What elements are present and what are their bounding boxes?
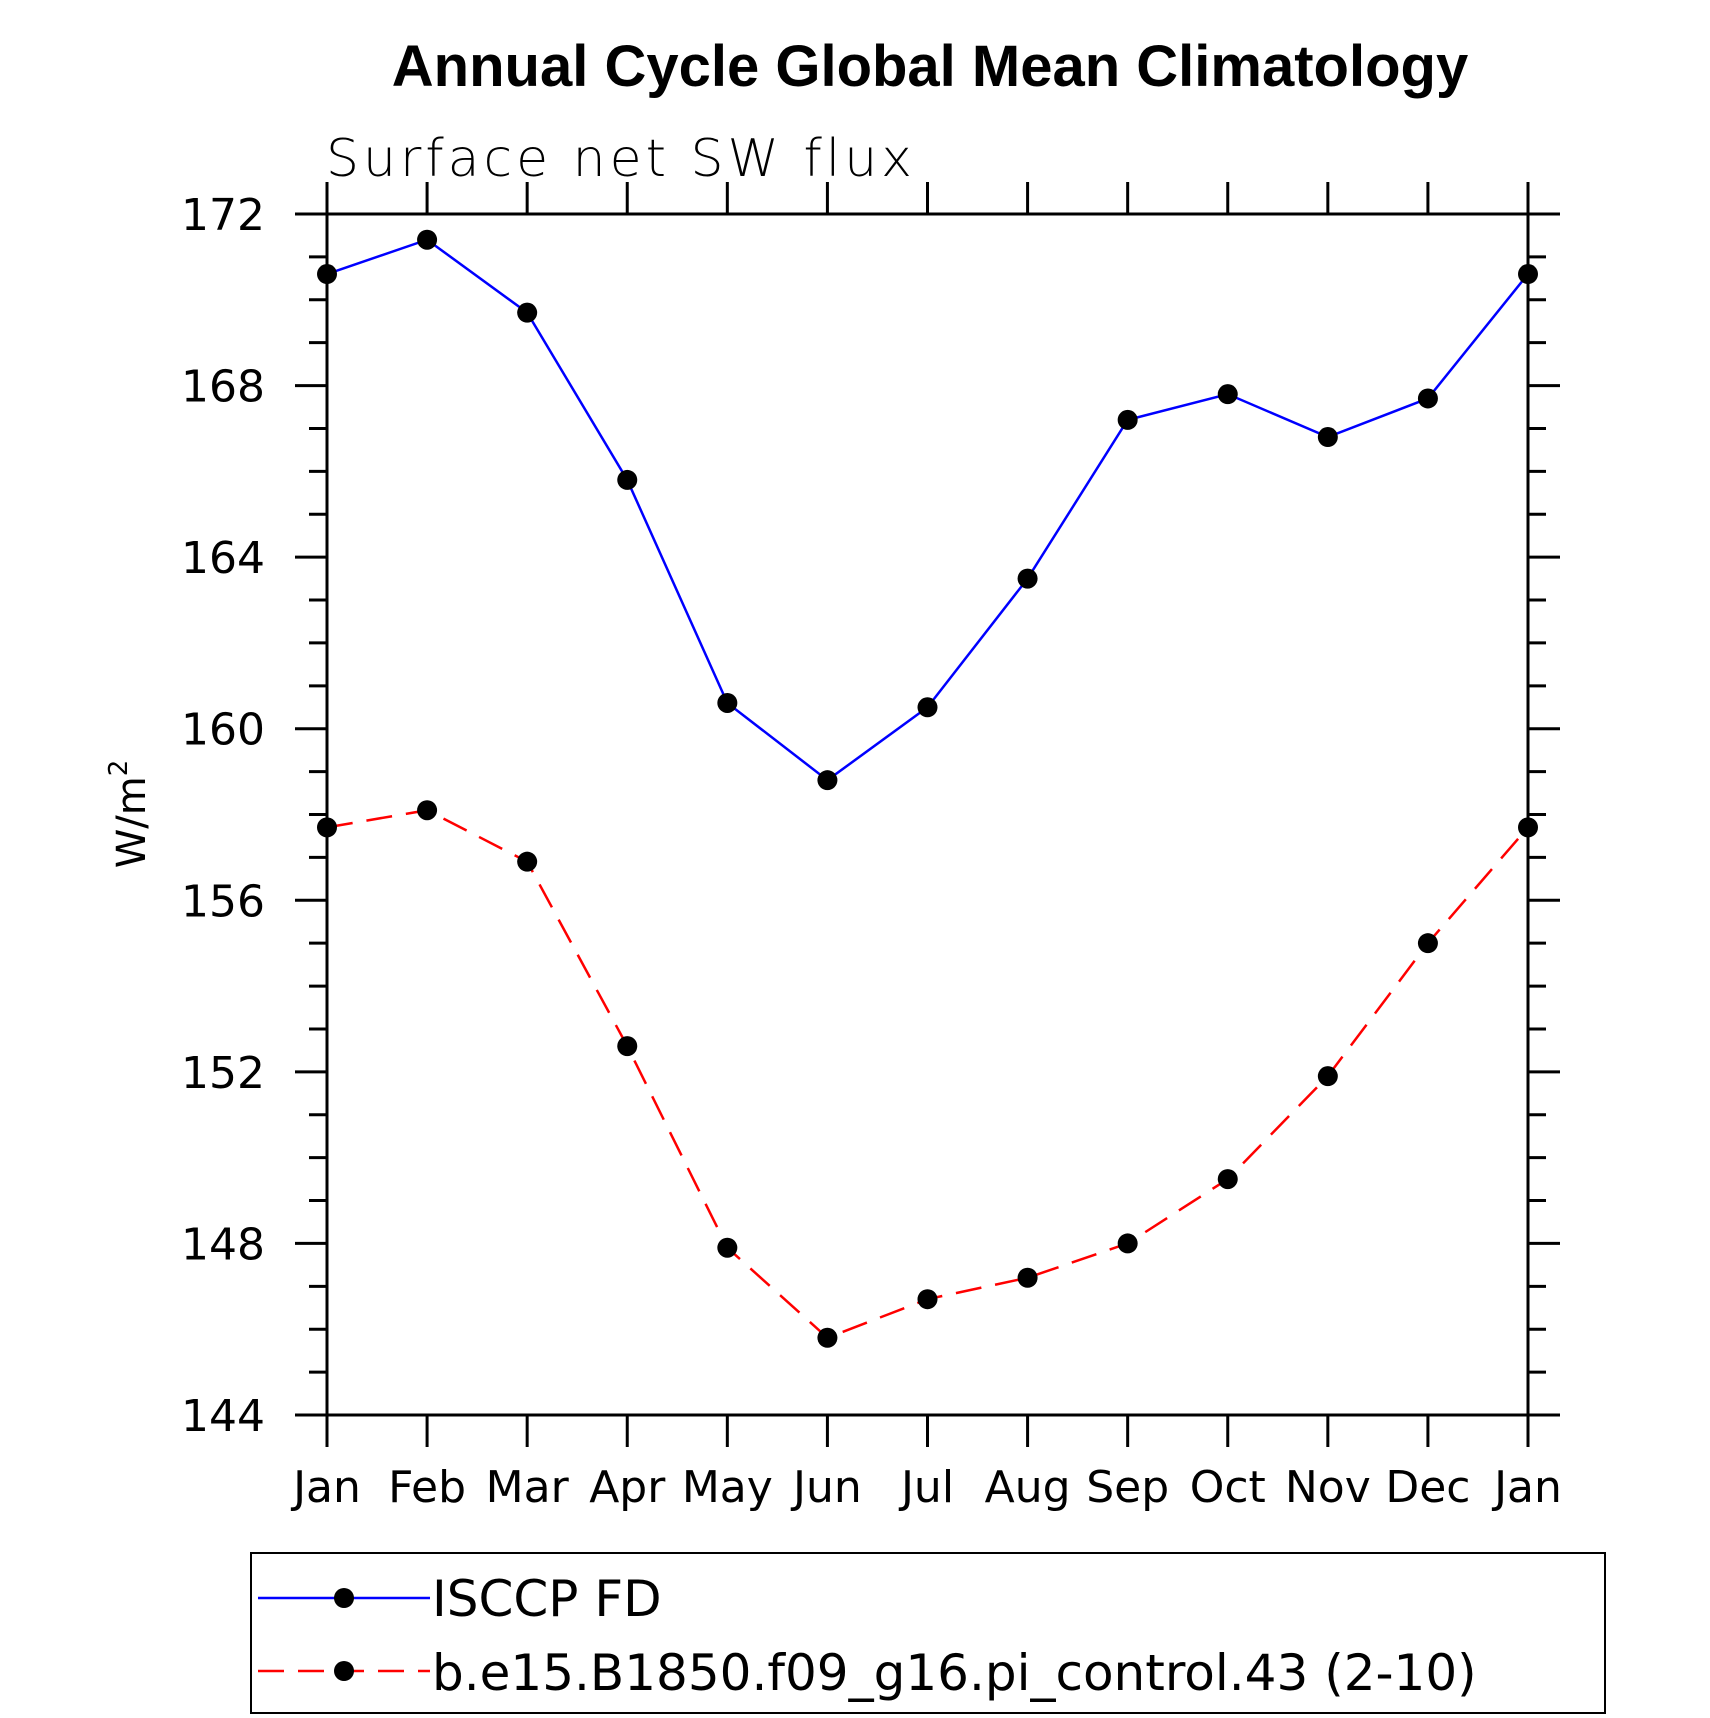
series-1-point (717, 692, 738, 713)
chart-title: Annual Cycle Global Mean Climatology (392, 34, 1468, 99)
series-1-point (1217, 384, 1238, 405)
x-tick-label: Mar (486, 1462, 570, 1513)
x-tick-label: Jan (1491, 1462, 1562, 1513)
y-axis-label-superscript: 2 (104, 760, 134, 777)
series-2-point (417, 800, 438, 821)
x-tick-label: Jun (790, 1462, 862, 1513)
y-tick-label: 152 (181, 1048, 265, 1099)
series-2-point (1117, 1233, 1138, 1254)
x-tick-label: May (682, 1462, 773, 1513)
series-1-point (1518, 264, 1538, 285)
y-tick-label: 164 (181, 533, 265, 584)
x-tick-label: Sep (1086, 1462, 1169, 1513)
x-tick-label: Oct (1190, 1462, 1266, 1513)
series-2-point (717, 1237, 738, 1258)
y-tick-label: 148 (181, 1219, 265, 1270)
series-1-point (1317, 427, 1338, 448)
x-tick-label: Nov (1285, 1462, 1371, 1513)
y-axis-label: W/m2 (104, 760, 155, 869)
legend-marker-series-2 (334, 1661, 354, 1681)
y-axis-label-main: W/m (109, 776, 155, 868)
series-2-point (517, 851, 538, 872)
series-1-point (517, 302, 538, 323)
series-1-point (1117, 409, 1138, 430)
series-2-point (1217, 1169, 1238, 1190)
x-tick-label: Dec (1385, 1462, 1470, 1513)
x-tick-label: Apr (589, 1462, 666, 1513)
series-2-point (917, 1289, 938, 1310)
series-1-point (1017, 568, 1038, 589)
series-1-point (617, 469, 638, 490)
x-tick-label: Jan (290, 1462, 361, 1513)
axis-ticks (295, 182, 1560, 1447)
chart-subtitle: Surface net SW flux (326, 129, 916, 189)
series-1-point (317, 264, 337, 285)
plot-area (295, 182, 1560, 1447)
series-2-point (817, 1327, 838, 1348)
y-tick-label: 160 (181, 705, 265, 756)
series-2-point (1017, 1267, 1038, 1288)
x-axis-labels: Jan Feb Mar Apr May Jun Jul Aug Sep Oct Nov Dec Jan (290, 1462, 1562, 1513)
x-tick-label: Aug (985, 1462, 1071, 1513)
x-tick-label: Jul (898, 1462, 954, 1513)
series-2-point (317, 817, 337, 838)
series-2-point (1518, 817, 1538, 838)
y-tick-label: 168 (181, 362, 265, 413)
series-1-point (1417, 388, 1438, 409)
series-1-point (917, 697, 938, 718)
y-axis-labels: 144 148 152 156 160 164 168 172 (181, 190, 265, 1442)
legend-label-series-2: b.e15.B1850.f09_g16.pi_control.43 (2-10) (432, 1644, 1477, 1702)
series-layer (317, 229, 1538, 1348)
series-2-point (617, 1036, 638, 1057)
y-tick-label: 144 (181, 1391, 265, 1442)
series-line-2 (326, 808, 1529, 1340)
series-1-point (417, 229, 438, 250)
x-tick-label: Feb (388, 1462, 466, 1513)
y-tick-label: 156 (181, 876, 265, 927)
y-tick-label: 172 (181, 190, 265, 241)
legend-marker-series-1 (334, 1588, 354, 1608)
legend-label-series-1: ISCCP FD (432, 1570, 662, 1628)
series-2-point (1417, 933, 1438, 954)
plot-frame (325, 212, 1530, 1417)
series-2-point (1317, 1066, 1338, 1087)
series-1-point (817, 770, 838, 791)
legend: ISCCP FD b.e15.B1850.f09_g16.pi_control.… (250, 1552, 1606, 1714)
legend-box (250, 1552, 1606, 1714)
